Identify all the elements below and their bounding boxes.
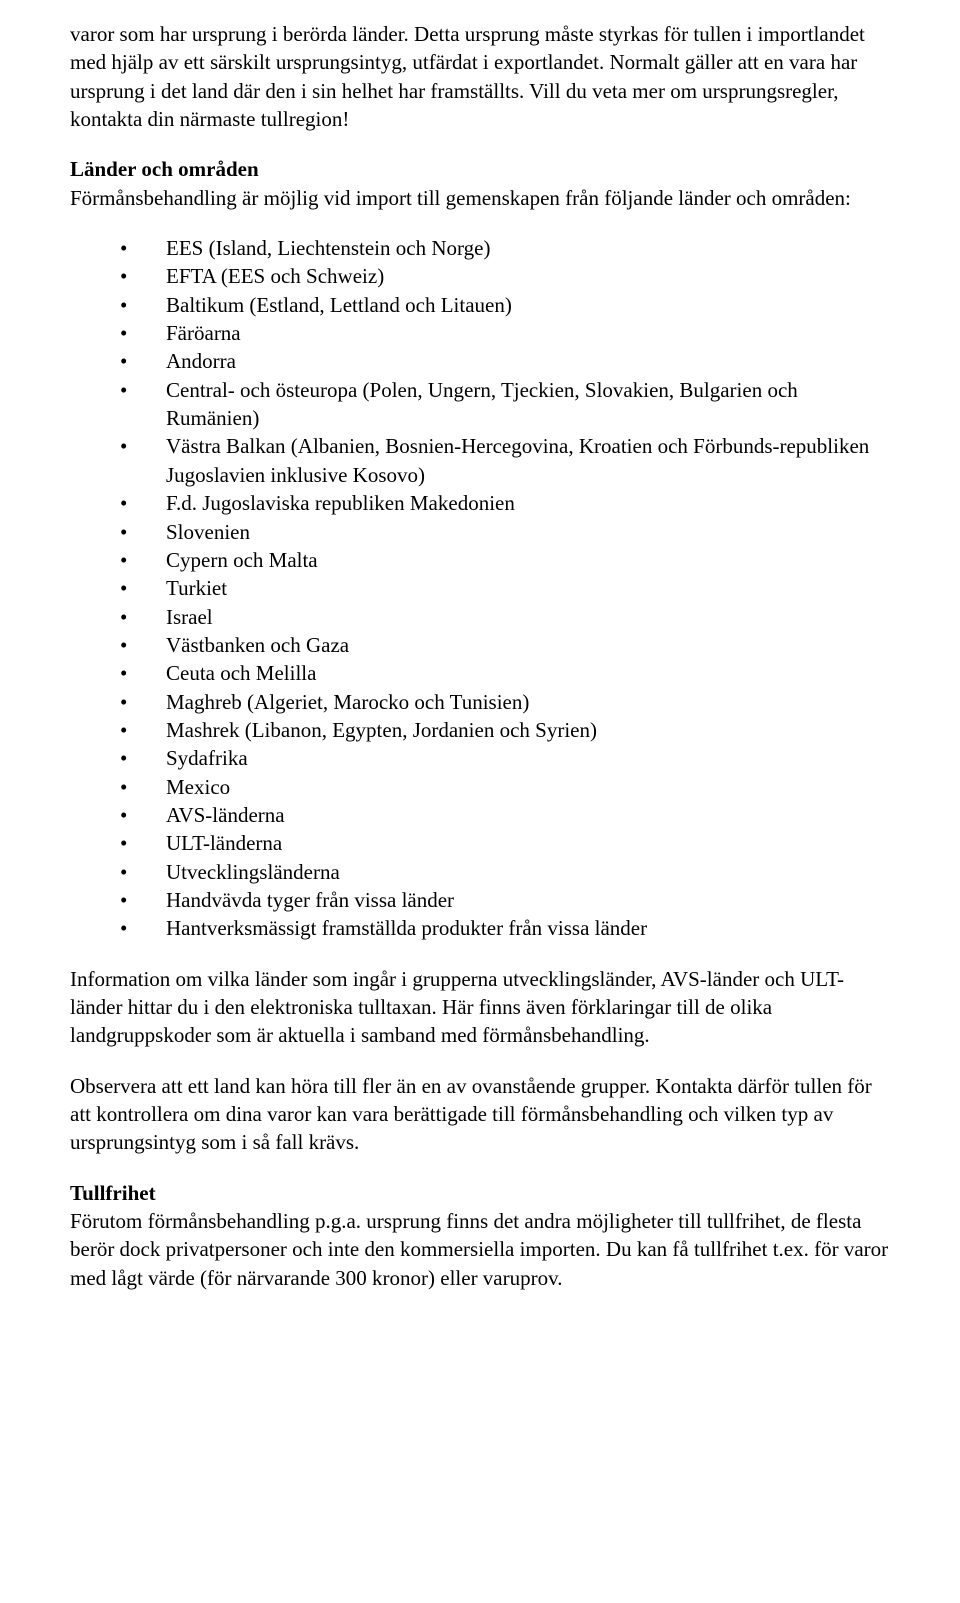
- list-item: Baltikum (Estland, Lettland och Litauen): [120, 291, 890, 319]
- list-item: EFTA (EES och Schweiz): [120, 262, 890, 290]
- list-item: Sydafrika: [120, 744, 890, 772]
- countries-section: Länder och områden Förmånsbehandling är …: [70, 155, 890, 212]
- list-item: Turkiet: [120, 574, 890, 602]
- list-item: Utvecklingsländerna: [120, 858, 890, 886]
- intro-paragraph: varor som har ursprung i berörda länder.…: [70, 20, 890, 133]
- tullfrihet-body: Förutom förmånsbehandling p.g.a. ursprun…: [70, 1207, 890, 1292]
- document-page: varor som har ursprung i berörda länder.…: [0, 0, 960, 1354]
- list-item: Mashrek (Libanon, Egypten, Jordanien och…: [120, 716, 890, 744]
- list-item: Mexico: [120, 773, 890, 801]
- note-paragraph: Observera att ett land kan höra till fle…: [70, 1072, 890, 1157]
- list-item: Västbanken och Gaza: [120, 631, 890, 659]
- country-list: EES (Island, Liechtenstein och Norge) EF…: [70, 234, 890, 943]
- info-paragraph: Information om vilka länder som ingår i …: [70, 965, 890, 1050]
- list-item: Färöarna: [120, 319, 890, 347]
- list-item: Central- och östeuropa (Polen, Ungern, T…: [120, 376, 890, 433]
- tullfrihet-heading: Tullfrihet: [70, 1179, 890, 1207]
- list-item: Cypern och Malta: [120, 546, 890, 574]
- list-item: Slovenien: [120, 518, 890, 546]
- list-item: ULT-länderna: [120, 829, 890, 857]
- tullfrihet-section: Tullfrihet Förutom förmånsbehandling p.g…: [70, 1179, 890, 1292]
- list-item: Israel: [120, 603, 890, 631]
- list-item: Hantverksmässigt framställda produkter f…: [120, 914, 890, 942]
- countries-intro: Förmånsbehandling är möjlig vid import t…: [70, 184, 890, 212]
- list-item: Handvävda tyger från vissa länder: [120, 886, 890, 914]
- list-item: F.d. Jugoslaviska republiken Makedonien: [120, 489, 890, 517]
- list-item: Maghreb (Algeriet, Marocko och Tunisien): [120, 688, 890, 716]
- list-item: Västra Balkan (Albanien, Bosnien-Hercego…: [120, 432, 890, 489]
- list-item: Andorra: [120, 347, 890, 375]
- list-item: AVS-länderna: [120, 801, 890, 829]
- list-item: EES (Island, Liechtenstein och Norge): [120, 234, 890, 262]
- countries-heading: Länder och områden: [70, 155, 890, 183]
- list-item: Ceuta och Melilla: [120, 659, 890, 687]
